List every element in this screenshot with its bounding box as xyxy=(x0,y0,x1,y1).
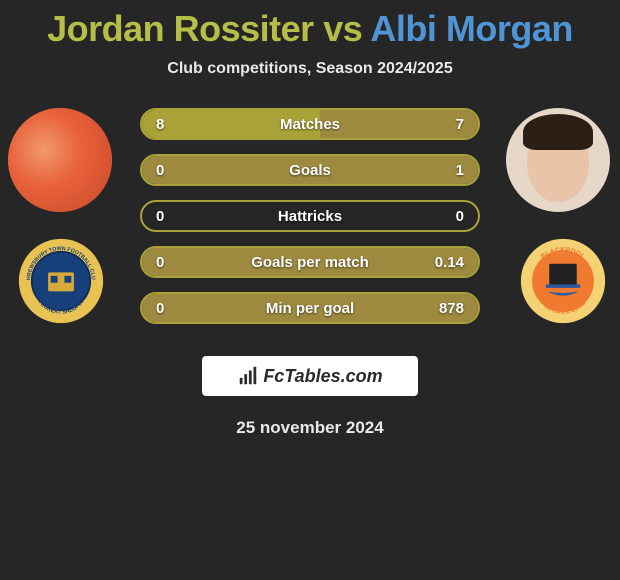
stat-label: Min per goal xyxy=(142,300,478,317)
stat-row: 8Matches7 xyxy=(140,108,480,140)
stat-row: 0Goals per match0.14 xyxy=(140,246,480,278)
stat-row: 0Min per goal878 xyxy=(140,292,480,324)
stat-right-value: 1 xyxy=(456,162,464,179)
player1-club-crest: SHREWSBURY TOWN FOOTBALL CLUB FLOREAT SA… xyxy=(18,238,104,324)
player2-club-crest: BLACKPOOL FOOTBALL CLUB xyxy=(520,238,606,324)
stat-label: Goals xyxy=(142,162,478,179)
fctables-logo: FcTables.com xyxy=(202,356,418,396)
player2-name: Albi Morgan xyxy=(370,8,572,49)
stat-label: Goals per match xyxy=(142,254,478,271)
vs-text: vs xyxy=(323,8,362,49)
date-text: 25 november 2024 xyxy=(0,418,620,438)
player2-avatar xyxy=(506,108,610,212)
comparison-panel: SHREWSBURY TOWN FOOTBALL CLUB FLOREAT SA… xyxy=(0,108,620,338)
stat-label: Hattricks xyxy=(142,208,478,225)
logo-text: FcTables.com xyxy=(263,366,382,387)
player1-avatar xyxy=(8,108,112,212)
player1-name: Jordan Rossiter xyxy=(47,8,314,49)
comparison-title: Jordan Rossiter vs Albi Morgan xyxy=(0,0,620,50)
stat-right-value: 7 xyxy=(456,116,464,133)
subtitle: Club competitions, Season 2024/2025 xyxy=(0,60,620,78)
stat-right-value: 0 xyxy=(456,208,464,225)
chart-icon xyxy=(237,365,259,387)
stat-label: Matches xyxy=(142,116,478,133)
stat-right-value: 0.14 xyxy=(435,254,464,271)
stat-rows: 8Matches70Goals10Hattricks00Goals per ma… xyxy=(140,108,480,338)
stat-row: 0Goals1 xyxy=(140,154,480,186)
stat-row: 0Hattricks0 xyxy=(140,200,480,232)
stat-right-value: 878 xyxy=(439,300,464,317)
